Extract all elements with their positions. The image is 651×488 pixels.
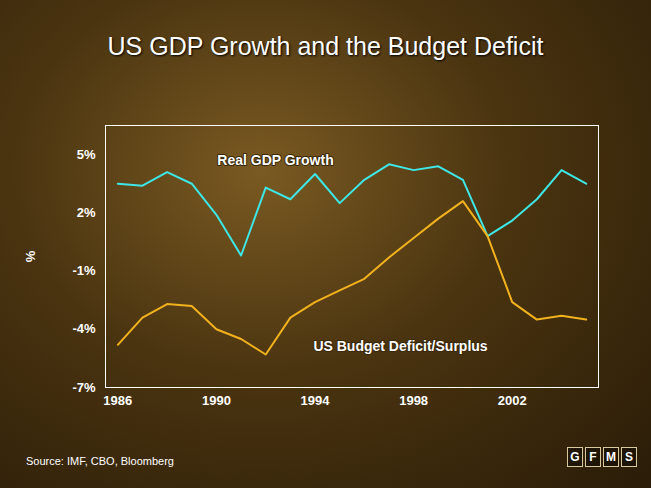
html-text:M: M — [606, 450, 616, 464]
svg-text:%: % — [23, 250, 38, 262]
svg-text:1990: 1990 — [202, 393, 231, 408]
svg-text:Real GDP Growth: Real GDP Growth — [217, 152, 333, 168]
html-text:Source: IMF, CBO, Bloomberg: Source: IMF, CBO, Bloomberg — [26, 455, 174, 467]
svg-text:-4%: -4% — [72, 321, 96, 336]
svg-text:2%: 2% — [77, 205, 96, 220]
svg-text:5%: 5% — [77, 147, 96, 162]
html-text:US GDP Growth and the Budget D: US GDP Growth and the Budget Deficit — [107, 32, 544, 60]
svg-text:1994: 1994 — [301, 393, 331, 408]
html-text:F: F — [589, 450, 597, 464]
svg-text:1998: 1998 — [399, 393, 428, 408]
html-text:G: G — [570, 450, 580, 464]
svg-text:-1%: -1% — [72, 263, 96, 278]
html-text:S: S — [625, 450, 633, 464]
svg-text:US Budget Deficit/Surplus: US Budget Deficit/Surplus — [313, 338, 487, 354]
svg-text:2002: 2002 — [498, 393, 527, 408]
svg-text:-7%: -7% — [72, 380, 96, 395]
svg-text:1986: 1986 — [103, 393, 132, 408]
